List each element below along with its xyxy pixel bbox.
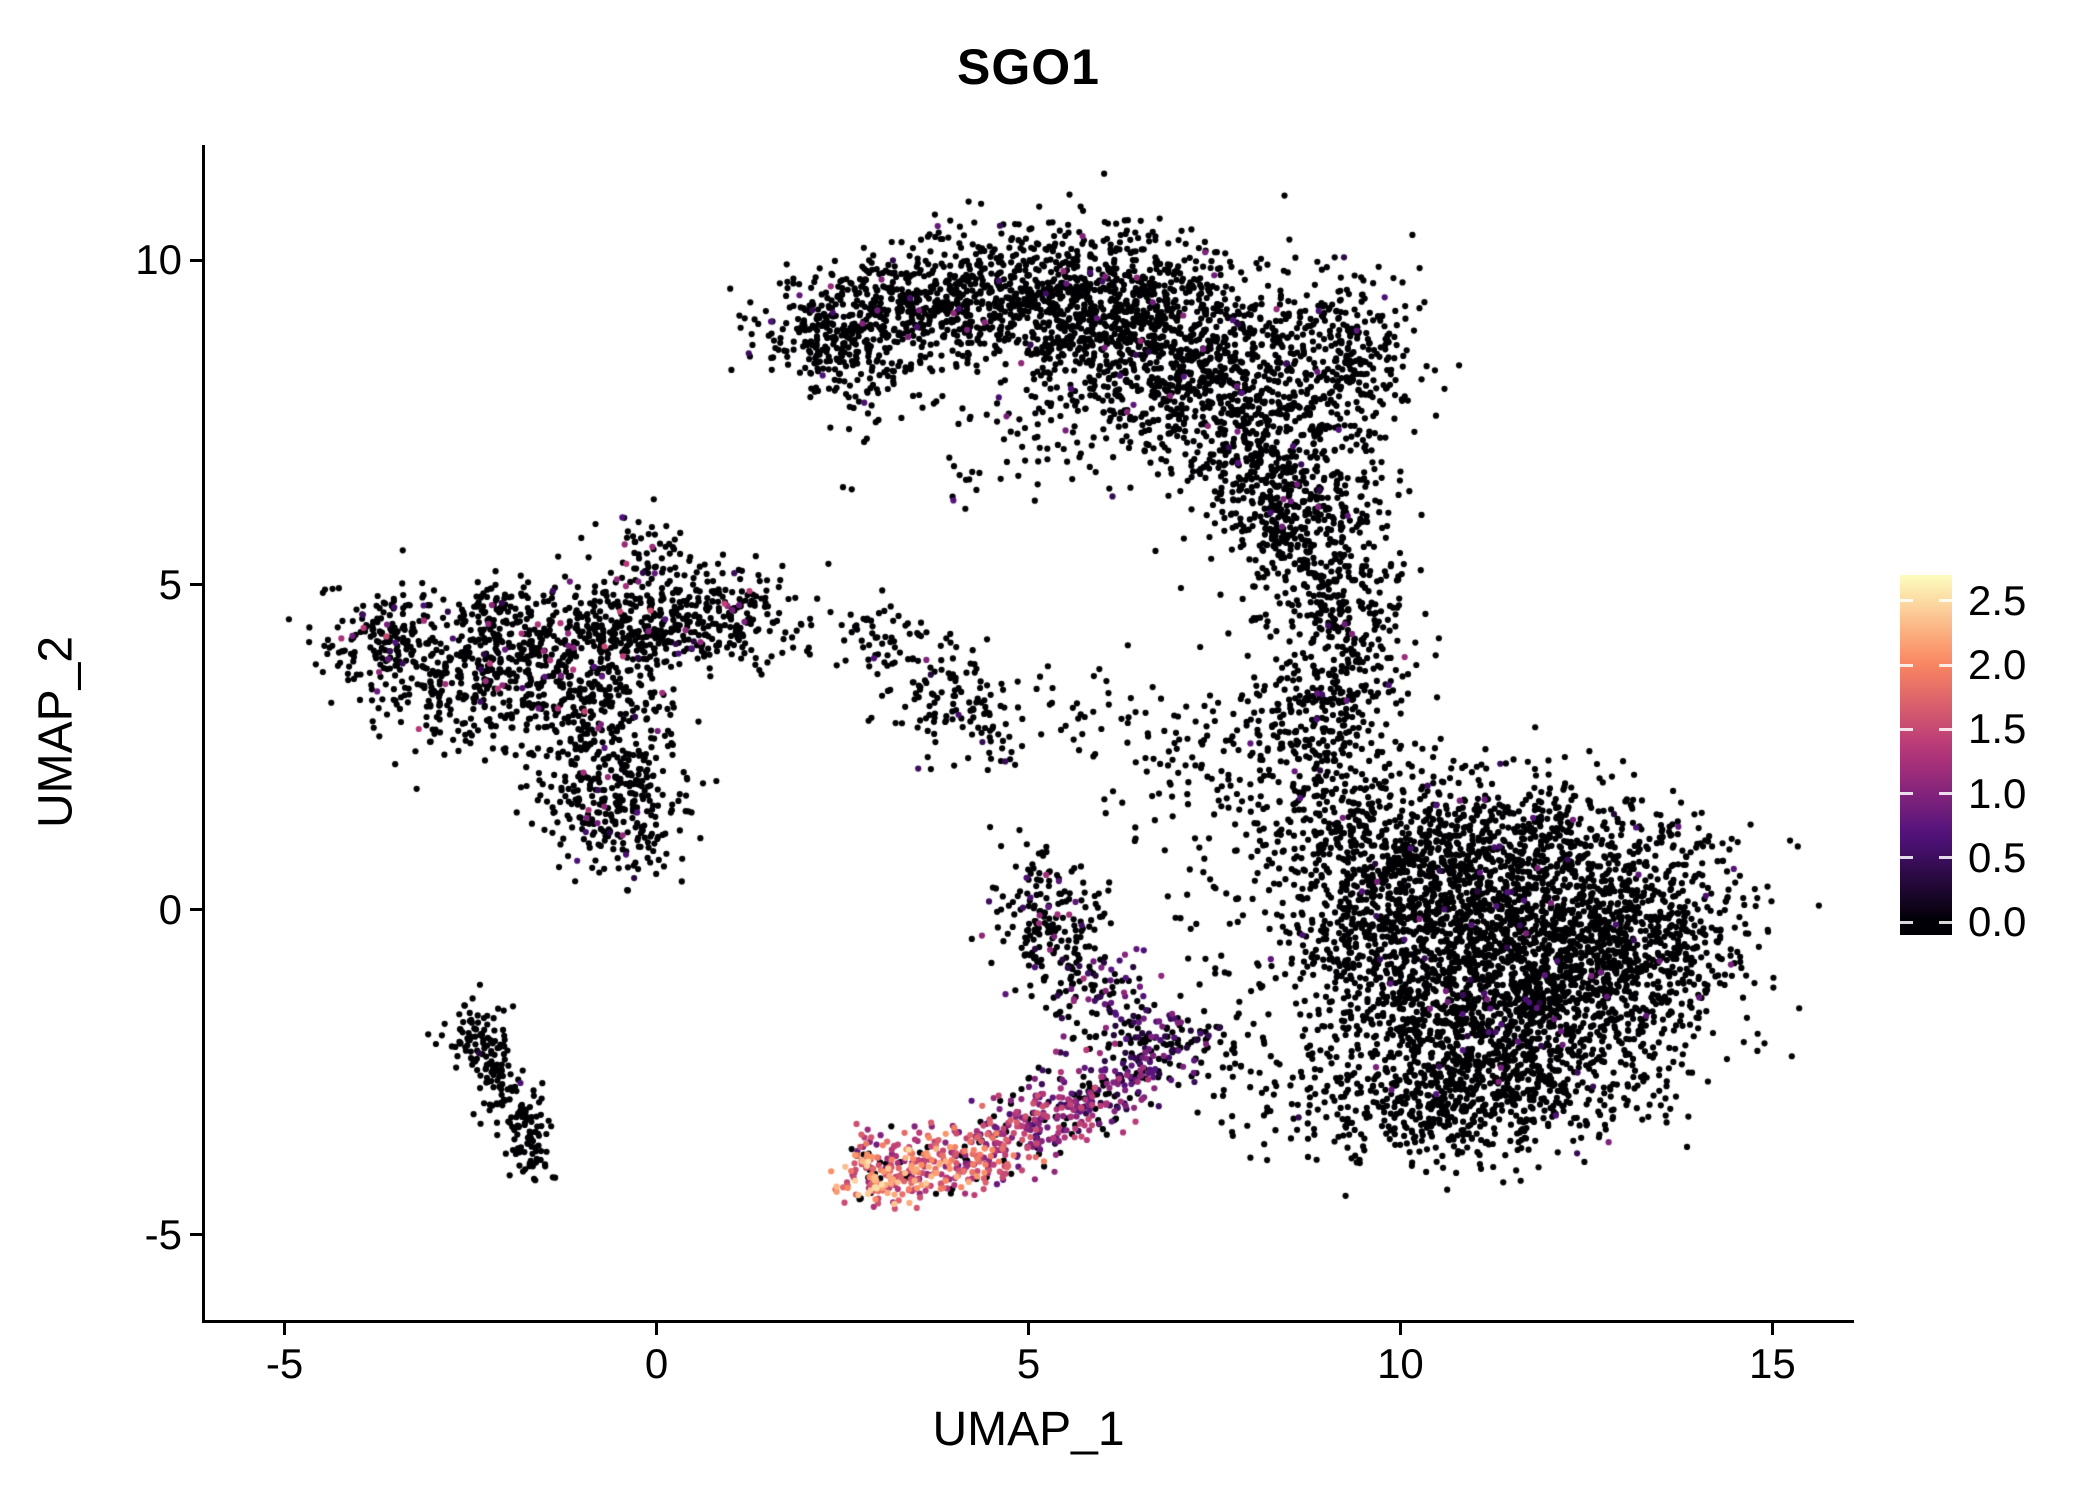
colorbar-tick-mark [1939, 727, 1952, 731]
x-tick-mark [1027, 1323, 1030, 1335]
colorbar-tick-mark [1900, 920, 1913, 924]
colorbar-tick-mark [1900, 856, 1913, 860]
colorbar-tick-mark [1939, 856, 1952, 860]
colorbar-tick-label: 1.5 [1968, 705, 2027, 753]
x-tick-label: 5 [1016, 1340, 1041, 1387]
colorbar-tick-mark [1939, 920, 1952, 924]
y-tick-label: -5 [144, 1210, 182, 1258]
x-axis-line [202, 1320, 1854, 1323]
y-tick-mark [190, 258, 202, 262]
colorbar-tick-mark [1900, 727, 1913, 731]
x-tick-label: 10 [1377, 1340, 1424, 1387]
y-tick-mark [190, 1233, 202, 1237]
colorbar-tick-mark [1900, 663, 1913, 667]
colorbar-tick-mark [1900, 599, 1913, 603]
colorbar-tick-mark [1939, 599, 1952, 603]
y-tick-mark [190, 908, 202, 912]
x-tick-mark [655, 1323, 659, 1335]
colorbar-tick-label: 2.0 [1968, 641, 2027, 688]
y-tick-mark [190, 583, 202, 587]
y-tick-label: 5 [158, 560, 182, 608]
colorbar-tick-mark [1939, 663, 1952, 667]
colorbar-tick-label: 1.0 [1968, 769, 2027, 817]
y-tick-label: 10 [135, 236, 182, 284]
x-tick-mark [283, 1323, 287, 1335]
y-axis-line [202, 145, 205, 1323]
colorbar-tick-label: 2.5 [1968, 576, 2027, 624]
colorbar-tick-mark [1939, 792, 1952, 796]
x-tick-mark [1398, 1323, 1402, 1335]
colorbar-tick-label: 0.0 [1968, 898, 2027, 946]
colorbar-gradient [1900, 575, 1952, 935]
y-tick-label: 0 [158, 885, 182, 933]
x-tick-label: 15 [1749, 1340, 1796, 1387]
x-axis-title: UMAP_1 [932, 1403, 1125, 1456]
colorbar-tick-label: 0.5 [1968, 833, 2027, 881]
x-tick-label: 0 [644, 1340, 669, 1387]
x-tick-label: -5 [265, 1340, 304, 1387]
x-tick-mark [1770, 1323, 1774, 1335]
y-axis-title: UMAP_2 [29, 635, 83, 829]
colorbar-tick-mark [1900, 792, 1913, 796]
